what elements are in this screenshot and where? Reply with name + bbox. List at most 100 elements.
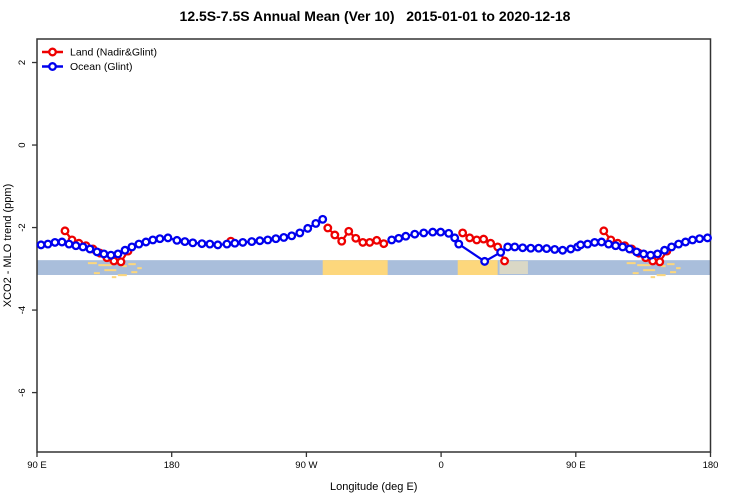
- ocean-series-point: [113, 249, 123, 259]
- ocean-series-point: [213, 240, 223, 250]
- ocean-series-point: [148, 235, 158, 245]
- x-tick-label: 180: [703, 460, 719, 471]
- ocean-series-point: [639, 249, 649, 259]
- ocean-series-point: [674, 239, 684, 249]
- strip-island-fleck: [117, 274, 127, 277]
- ocean-series-point: [444, 228, 454, 238]
- ocean-series-point: [141, 237, 151, 247]
- ocean-series-point: [271, 234, 281, 244]
- ocean-series-point: [155, 234, 165, 244]
- ocean-series-point: [127, 242, 137, 252]
- strip-island-fleck: [131, 271, 138, 274]
- ocean-series-point: [238, 237, 248, 247]
- ocean-series-point: [604, 239, 614, 249]
- x-tick-label: 90 E: [27, 460, 47, 471]
- ocean-series-point: [526, 243, 536, 253]
- ocean-series-point: [625, 244, 634, 254]
- land-series-point: [358, 237, 368, 247]
- land-series-point: [458, 228, 468, 238]
- ocean-series-point: [534, 243, 544, 253]
- strip-island-fleck: [650, 276, 656, 279]
- strip-island-fleck: [137, 267, 142, 270]
- strip-island-fleck: [128, 263, 136, 266]
- ocean-series-point: [99, 249, 109, 259]
- x-tick-label: 90 W: [295, 460, 317, 471]
- ocean-series-point: [287, 231, 297, 241]
- ocean-series-point: [303, 223, 313, 233]
- y-tick-label: -6: [17, 388, 28, 396]
- strip-island-fleck: [104, 269, 117, 272]
- ocean-series-point: [92, 247, 102, 257]
- ocean-series-point: [583, 239, 593, 249]
- ocean-series-point: [688, 235, 697, 245]
- ocean-series-point: [85, 244, 95, 254]
- land-series-point: [472, 235, 482, 245]
- ocean-series-point: [188, 238, 198, 248]
- land-series-point: [465, 233, 475, 243]
- ocean-series-point: [318, 214, 328, 224]
- land-series-point: [344, 226, 354, 236]
- ocean-series-point: [566, 244, 576, 254]
- land-series-point: [337, 236, 347, 246]
- legend-label: Ocean (Glint): [70, 61, 132, 73]
- strip-island-fleck: [667, 263, 675, 266]
- ocean-series-point: [255, 236, 265, 246]
- ocean-series-point: [428, 227, 438, 237]
- ocean-series-point: [646, 250, 656, 260]
- ocean-series-point: [50, 237, 60, 247]
- ocean-series-point: [410, 229, 420, 239]
- x-tick-label: 0: [438, 460, 443, 471]
- strip-island-fleck: [98, 264, 112, 267]
- ocean-series-point: [436, 227, 446, 237]
- ocean-series-point: [401, 231, 411, 241]
- ocean-series-point: [503, 242, 513, 252]
- ocean-series-point: [43, 239, 53, 249]
- ocean-series-point: [681, 237, 690, 247]
- y-tick-label: -4: [17, 306, 28, 314]
- ocean-series-point: [632, 247, 642, 257]
- land-series-point: [372, 235, 382, 245]
- land-series-point: [116, 257, 126, 267]
- land-series-point: [60, 226, 70, 236]
- ocean-series-point: [542, 244, 552, 254]
- ocean-series-point: [205, 239, 215, 249]
- strip-island-fleck: [676, 267, 681, 270]
- ocean-series-point: [230, 238, 240, 248]
- legend-marker: [48, 47, 57, 57]
- strip-island-fleck: [637, 264, 651, 267]
- x-tick-label: 180: [164, 460, 180, 471]
- ocean-series-point: [57, 237, 67, 247]
- strip-island-fleck: [656, 274, 666, 277]
- ocean-series-point: [64, 239, 74, 249]
- ocean-series-point: [71, 241, 81, 251]
- strip-island-fleck: [643, 269, 656, 272]
- ocean-series-point: [263, 235, 273, 245]
- ocean-series-point: [311, 218, 321, 228]
- ocean-series-point: [295, 228, 305, 238]
- ocean-series-point: [611, 241, 621, 251]
- ocean-series-point: [279, 233, 289, 242]
- strip-island-fleck: [632, 272, 639, 275]
- y-tick-label: 0: [17, 142, 28, 147]
- strip-island-fleck: [111, 276, 117, 279]
- land-series-point: [330, 230, 340, 240]
- ocean-series-point: [550, 244, 560, 254]
- x-tick-label: 90 E: [566, 460, 586, 471]
- ocean-series-point: [450, 233, 460, 243]
- land-series-point: [486, 238, 496, 248]
- y-tick-label: -2: [17, 223, 28, 231]
- ocean-series-point: [106, 250, 116, 260]
- strip-island-fleck: [87, 262, 97, 265]
- ocean-series-point: [454, 239, 464, 249]
- land-series-point: [351, 233, 361, 243]
- ocean-series-point: [660, 245, 670, 255]
- ocean-series-point: [653, 249, 662, 259]
- ocean-series-point: [597, 237, 606, 247]
- ocean-series-point: [172, 235, 182, 245]
- y-axis-title: XCO2 - MLO trend (ppm): [2, 184, 14, 307]
- ocean-series-point: [496, 247, 506, 257]
- strip-island-fleck: [93, 272, 100, 275]
- ocean-series-point: [703, 233, 712, 243]
- ocean-series-point: [695, 234, 705, 244]
